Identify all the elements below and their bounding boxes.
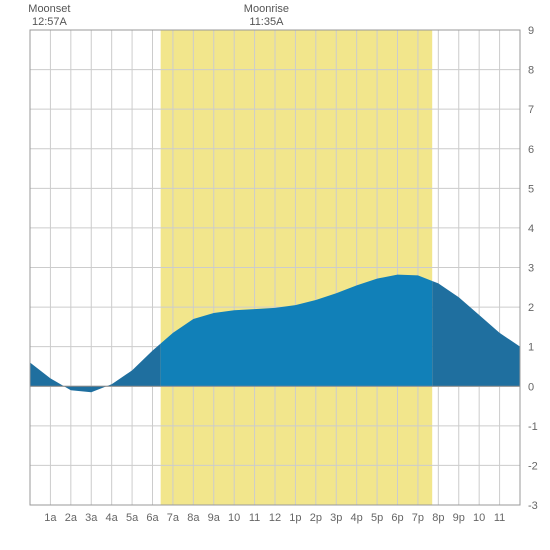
x-axis-label: 7a — [167, 512, 180, 524]
chart-svg: 1a2a3a4a5a6a7a8a9a1011121p2p3p4p5p6p7p8p… — [0, 0, 550, 550]
x-axis-label: 3p — [330, 512, 342, 524]
x-axis-label: 5p — [371, 512, 383, 524]
y-axis-label: -1 — [528, 421, 538, 433]
x-axis-label: 3a — [85, 512, 98, 524]
y-axis-label: 3 — [528, 263, 534, 275]
y-axis-label: 6 — [528, 144, 534, 156]
tide-chart: 1a2a3a4a5a6a7a8a9a1011121p2p3p4p5p6p7p8p… — [0, 0, 550, 550]
x-axis-label: 2a — [65, 512, 78, 524]
x-axis-label: 4p — [351, 512, 363, 524]
x-axis-label: 1a — [44, 512, 57, 524]
x-axis-label: 2p — [310, 512, 322, 524]
x-axis-label: 4a — [106, 512, 119, 524]
y-axis-label: 8 — [528, 65, 534, 77]
moon-event-time: 12:57A — [32, 16, 68, 28]
y-axis-label: -3 — [528, 500, 538, 512]
x-axis-label: 5a — [126, 512, 139, 524]
x-axis-label: 1p — [289, 512, 301, 524]
x-axis-label: 8p — [432, 512, 444, 524]
y-axis-label: -2 — [528, 460, 538, 472]
x-axis-label: 10 — [228, 512, 240, 524]
y-axis-label: 1 — [528, 342, 534, 354]
moon-event-label: Moonrise — [244, 3, 289, 15]
x-axis-label: 6p — [391, 512, 403, 524]
y-axis-label: 7 — [528, 104, 534, 116]
x-axis-label: 11 — [494, 512, 505, 524]
x-axis-label: 9p — [453, 512, 465, 524]
x-axis-label: 11 — [249, 512, 260, 524]
x-axis-label: 9a — [208, 512, 221, 524]
moon-event-time: 11:35A — [249, 16, 284, 28]
x-axis-label: 10 — [473, 512, 485, 524]
x-axis-label: 7p — [412, 512, 424, 524]
y-axis-label: 2 — [528, 302, 534, 314]
x-axis-label: 12 — [269, 512, 281, 524]
moon-event-label: Moonset — [28, 3, 70, 15]
x-axis-label: 6a — [146, 512, 159, 524]
y-axis-label: 5 — [528, 183, 534, 195]
y-axis-label: 0 — [528, 381, 534, 393]
x-axis-label: 8a — [187, 512, 200, 524]
y-axis-label: 9 — [528, 25, 534, 37]
y-axis-label: 4 — [528, 223, 534, 235]
